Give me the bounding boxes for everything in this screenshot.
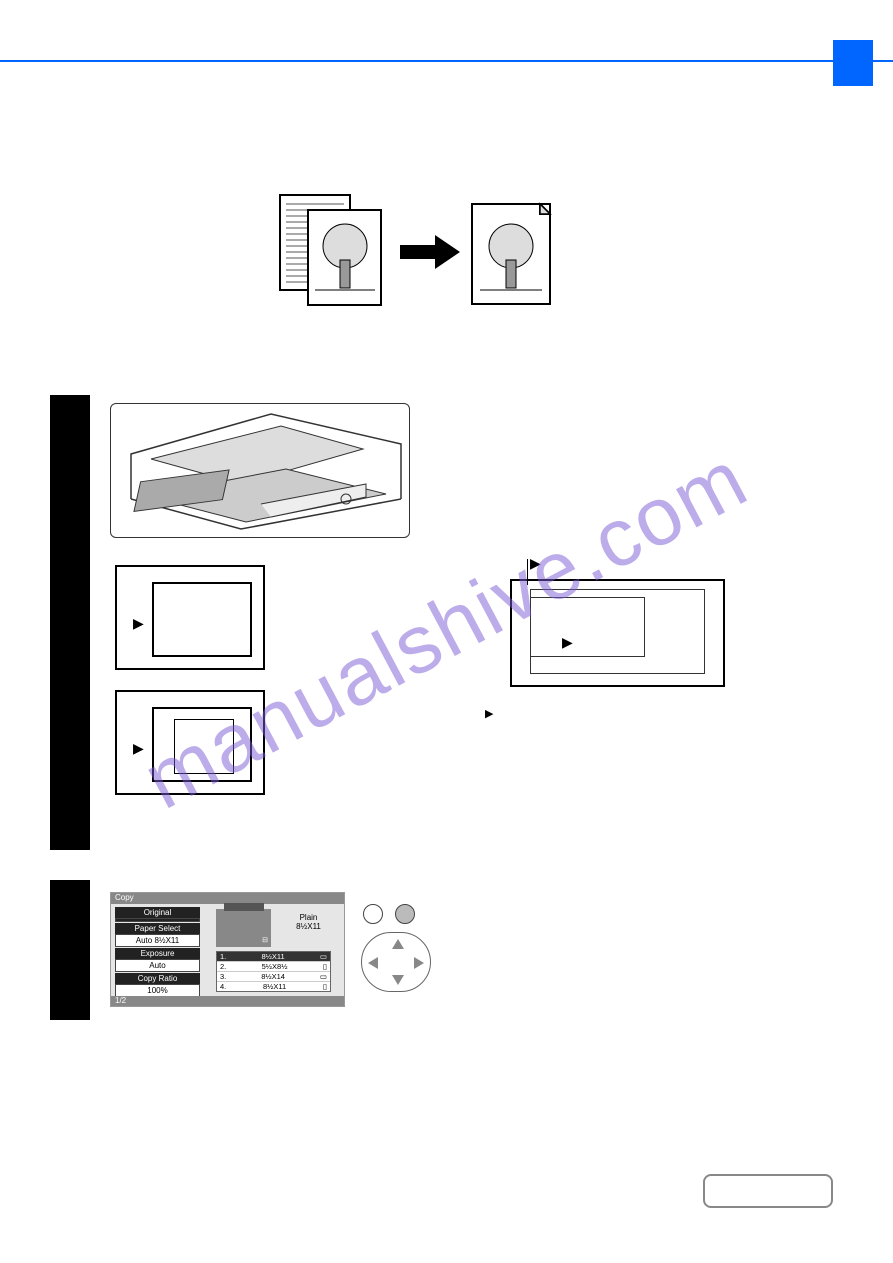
lcd-size-row: 1.8½X11▭ bbox=[217, 952, 330, 962]
header-corner-block bbox=[833, 40, 873, 86]
round-button-2[interactable] bbox=[395, 904, 415, 924]
dpad-right-icon[interactable] bbox=[414, 957, 424, 969]
top-illustration bbox=[260, 190, 580, 310]
glass-diagram-2: ▶ bbox=[115, 690, 265, 795]
lcd-item-value: Auto 8½X11 bbox=[115, 934, 200, 947]
lcd-item-label: Exposure bbox=[115, 948, 200, 959]
lcd-item-label: Original bbox=[115, 907, 200, 918]
step-1-text: ▶ bbox=[485, 705, 815, 722]
step-2-gutter bbox=[50, 880, 90, 1020]
lcd-size-row: 3.8½X14▭ bbox=[217, 972, 330, 982]
round-button-1[interactable] bbox=[363, 904, 383, 924]
lcd-left-column: Original Paper SelectAuto 8½X11 Exposure… bbox=[115, 907, 200, 998]
lcd-printer-icon: ⊟ bbox=[216, 909, 271, 947]
dpad bbox=[361, 932, 431, 992]
lcd-item-value bbox=[115, 918, 200, 922]
glass-diagram-2-original bbox=[152, 707, 252, 782]
corner-alignment-diagram: ▶ ▶ bbox=[470, 559, 740, 689]
lcd-item-label: Copy Ratio bbox=[115, 973, 200, 984]
step-1-gutter bbox=[50, 395, 90, 850]
lcd-size-row: 2.5½X8½▯ bbox=[217, 962, 330, 972]
lcd-footer: 1/2 bbox=[111, 996, 344, 1006]
lcd-item-label: Paper Select bbox=[115, 923, 200, 934]
lcd-item-value: Auto bbox=[115, 959, 200, 972]
header-divider bbox=[0, 60, 893, 62]
alignment-mark-icon: ▶ bbox=[133, 615, 144, 632]
lcd-paper-type: Plain 8½X11 bbox=[281, 913, 336, 931]
alignment-mark-icon: ▶ bbox=[133, 740, 144, 757]
right-triangle-icon: ▶ bbox=[485, 708, 493, 720]
glass-diagram-2-small bbox=[174, 719, 234, 774]
dpad-down-icon[interactable] bbox=[392, 975, 404, 985]
glass-diagram-1: ▶ bbox=[115, 565, 265, 670]
lcd-size-row: 4.8½X11▯ bbox=[217, 982, 330, 991]
control-panel-illustration: Copy Original Paper SelectAuto 8½X11 Exp… bbox=[110, 892, 455, 1007]
keypad bbox=[355, 902, 445, 997]
glass-diagram-1-original bbox=[152, 582, 252, 657]
dpad-up-icon[interactable] bbox=[392, 939, 404, 949]
page-number-box bbox=[703, 1174, 833, 1208]
scanner-illustration bbox=[110, 403, 410, 538]
lcd-screen: Copy Original Paper SelectAuto 8½X11 Exp… bbox=[110, 892, 345, 1007]
dpad-left-icon[interactable] bbox=[368, 957, 378, 969]
lcd-paper-sizes: 1.8½X11▭ 2.5½X8½▯ 3.8½X14▭ 4.8½X11▯ bbox=[216, 951, 331, 992]
